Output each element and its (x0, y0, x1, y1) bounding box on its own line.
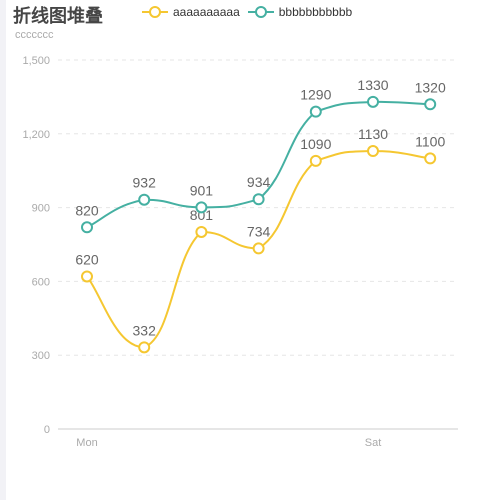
data-label-series-1: 1100 (415, 133, 445, 149)
data-point-series-2 (81, 221, 93, 234)
data-point-series-2 (138, 193, 151, 206)
legend-label-series-1: aaaaaaaaaa (173, 5, 240, 19)
data-point-series-1 (195, 225, 208, 238)
data-point-series-1 (424, 152, 437, 165)
y-tick-label: 300 (32, 350, 50, 362)
legend: aaaaaaaaaa bbbbbbbbbbb (142, 2, 352, 22)
data-point-series-1 (252, 242, 265, 255)
data-label-series-1: 1130 (358, 126, 388, 142)
data-point-series-2 (309, 105, 322, 118)
data-point-series-2 (252, 193, 265, 206)
data-label-series-1: 332 (133, 322, 157, 338)
data-label-series-2: 1290 (300, 87, 331, 103)
legend-item-series-2[interactable]: bbbbbbbbbbb (247, 5, 353, 19)
data-label-series-1: 1090 (300, 136, 331, 152)
y-tick-label: 0 (44, 424, 50, 436)
data-label-series-2: 820 (75, 202, 99, 218)
data-label-series-2: 901 (190, 182, 214, 198)
data-label-series-1: 801 (190, 207, 214, 223)
data-label-series-2: 1330 (357, 77, 388, 93)
legend-label-series-2: bbbbbbbbbbb (278, 5, 353, 19)
data-point-series-1 (367, 145, 379, 158)
data-point-series-1 (138, 341, 151, 354)
x-tick-label: Mon (76, 437, 97, 449)
left-edge-strip (0, 0, 6, 500)
data-label-series-1: 620 (75, 251, 99, 267)
data-point-series-2 (367, 95, 379, 108)
y-tick-label: 1,200 (22, 129, 50, 141)
chart-title: 折线图堆叠 (13, 6, 103, 27)
data-point-series-1 (81, 270, 93, 283)
data-label-series-2: 932 (133, 175, 157, 191)
y-tick-label: 1,500 (22, 55, 50, 67)
legend-symbol-series-1 (142, 6, 168, 18)
y-tick-label: 900 (32, 203, 50, 215)
series-line-2 (86, 100, 431, 229)
data-label-series-2: 934 (247, 174, 271, 190)
data-point-series-2 (195, 201, 208, 214)
data-point-series-1 (309, 154, 322, 167)
data-point-series-2 (424, 98, 437, 111)
x-tick-label: Sat (365, 437, 382, 449)
data-label-series-2: 1320 (415, 79, 446, 95)
legend-symbol-series-2 (247, 6, 274, 18)
y-axis-label: ccccccc (15, 29, 54, 41)
legend-item-series-1[interactable]: aaaaaaaaaa (142, 5, 240, 19)
y-tick-label: 600 (32, 276, 50, 288)
data-label-series-1: 734 (247, 223, 271, 239)
